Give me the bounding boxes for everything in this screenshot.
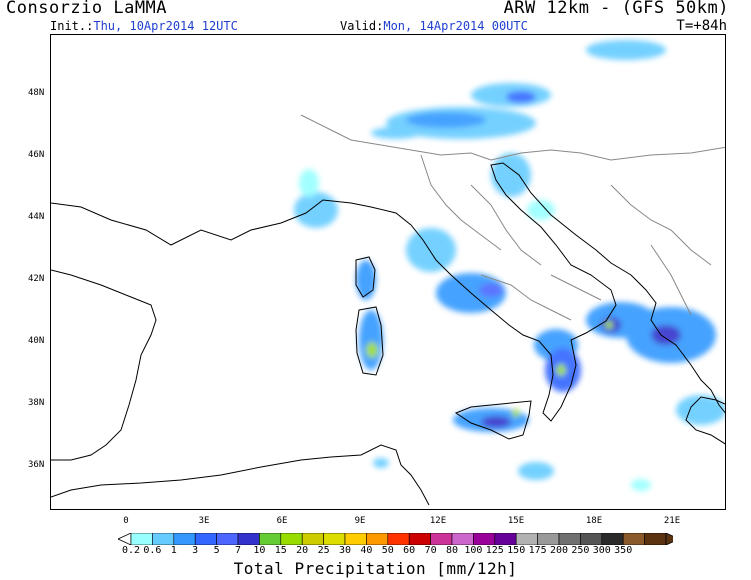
model-provider-title: Consorzio LaMMA <box>6 0 168 18</box>
lon-label-15e: 15E <box>507 516 525 526</box>
colorbar-cell <box>622 533 645 545</box>
valid-value: Mon, 14Apr2014 00UTC <box>383 19 528 33</box>
colorbar-label: 20 <box>296 545 309 556</box>
lon-label-3e: 3E <box>198 516 210 526</box>
lon-label-0: 0 <box>123 516 129 526</box>
colorbar-max-arrow <box>665 533 673 545</box>
colorbar-label: 3 <box>192 545 199 556</box>
colorbar-label: 30 <box>338 545 352 556</box>
precip-croatia-coast <box>491 153 555 220</box>
colorbar-cell <box>601 533 624 545</box>
init-label: Init.: <box>50 19 94 33</box>
colorbar-cell <box>387 533 410 545</box>
coast-sardinia <box>355 306 384 376</box>
colorbar-label: 300 <box>592 545 611 556</box>
precip-central-italy <box>406 228 506 313</box>
colorbar-label: 15 <box>274 545 287 556</box>
colorbar-label: 60 <box>403 545 416 556</box>
coast-north-africa <box>51 444 430 506</box>
lat-label-38n: 38N <box>28 398 45 408</box>
valid-label: Valid: <box>340 19 384 33</box>
colorbar-label: 250 <box>571 545 590 556</box>
colorbar-cell <box>259 533 282 545</box>
borders <box>300 114 725 321</box>
colorbar-cell <box>430 533 453 545</box>
colorbar-cell <box>366 533 389 545</box>
coast-europe-mainland <box>51 162 725 422</box>
colorbar-cell <box>173 533 196 545</box>
colorbar-label: 5 <box>213 545 220 556</box>
model-name-title: ARW 12km - (GFS 50km) <box>503 0 729 18</box>
colorbar-label: 50 <box>381 545 394 556</box>
precip-sardinia <box>359 310 383 370</box>
coast-iberia <box>51 269 157 461</box>
lat-label-44n: 44N <box>28 212 45 222</box>
init-time-line: Init.:Thu, 10Apr2014 12UTC <box>50 19 238 33</box>
colorbar-label: 350 <box>614 545 633 556</box>
colorbar-label: 175 <box>528 545 547 556</box>
colorbar-label: 25 <box>317 545 330 556</box>
lon-label-18e: 18E <box>585 516 603 526</box>
colorbar-cell <box>515 533 538 545</box>
colorbar-label: 0.2 <box>121 545 141 556</box>
coast-greece <box>685 396 725 445</box>
lat-label-42n: 42N <box>28 274 45 284</box>
colorbar-label: 40 <box>360 545 373 556</box>
colorbar-cell <box>451 533 474 545</box>
colorbar-label: 200 <box>549 545 569 556</box>
colorbar-label: 80 <box>445 545 459 556</box>
precipitation-fields <box>294 40 725 491</box>
colorbar-cell <box>152 533 175 545</box>
lon-label-12e: 12E <box>429 516 447 526</box>
colorbar-label: 0.6 <box>143 545 162 556</box>
colorbar-cell <box>216 533 239 545</box>
map-canvas <box>51 40 725 506</box>
colorbar-cell <box>494 533 517 545</box>
lat-label-48n: 48N <box>28 88 45 98</box>
colorbar-label: 7 <box>234 545 242 556</box>
colorbar-cell <box>558 533 581 545</box>
lon-label-6e: 6E <box>276 516 288 526</box>
colorbar-cell <box>280 533 303 545</box>
lon-label-21e: 21E <box>663 516 681 526</box>
colorbar-cell <box>130 533 153 545</box>
precipitation-map <box>50 34 726 510</box>
colorbar <box>118 533 673 545</box>
lat-label-40n: 40N <box>28 336 45 346</box>
colorbar-title: Total Precipitation [mm/12h] <box>233 559 518 578</box>
colorbar-label: 70 <box>424 545 437 556</box>
colorbar-cell <box>323 533 346 545</box>
coastlines <box>51 162 725 506</box>
colorbar-label: 100 <box>464 545 483 556</box>
lat-label-36n: 36N <box>28 460 45 470</box>
colorbar-cell <box>473 533 496 545</box>
colorbar-label: 150 <box>507 545 526 556</box>
colorbar-cell <box>194 533 217 545</box>
coast-corsica <box>355 256 376 298</box>
coast-sicily <box>454 400 532 440</box>
colorbar-cell <box>237 533 260 545</box>
colorbar-cell <box>301 533 324 545</box>
precip-corsica <box>356 260 376 300</box>
precip-northern-sicily <box>373 408 554 480</box>
colorbar-cell <box>408 533 431 545</box>
colorbar-label: 10 <box>253 545 266 556</box>
colorbar-min-arrow <box>118 533 132 545</box>
precip-ligurian-coast <box>294 169 338 228</box>
colorbar-cell <box>644 533 667 545</box>
precip-greece-west <box>626 307 725 425</box>
colorbar-label: 125 <box>485 545 504 556</box>
colorbar-cell <box>580 533 603 545</box>
init-value: Thu, 10Apr2014 12UTC <box>93 19 238 33</box>
colorbar-cells <box>118 533 673 545</box>
colorbar-cell <box>537 533 560 545</box>
lead-time: T=+84h <box>676 18 727 34</box>
lat-label-46n: 46N <box>28 150 45 160</box>
lon-label-9e: 9E <box>354 516 366 526</box>
valid-time-line: Valid:Mon, 14Apr2014 00UTC <box>340 19 528 33</box>
precip-alps-band <box>371 40 666 139</box>
colorbar-label: 1 <box>170 545 177 556</box>
colorbar-cell <box>344 533 367 545</box>
precip-ionian-sea <box>631 479 651 491</box>
